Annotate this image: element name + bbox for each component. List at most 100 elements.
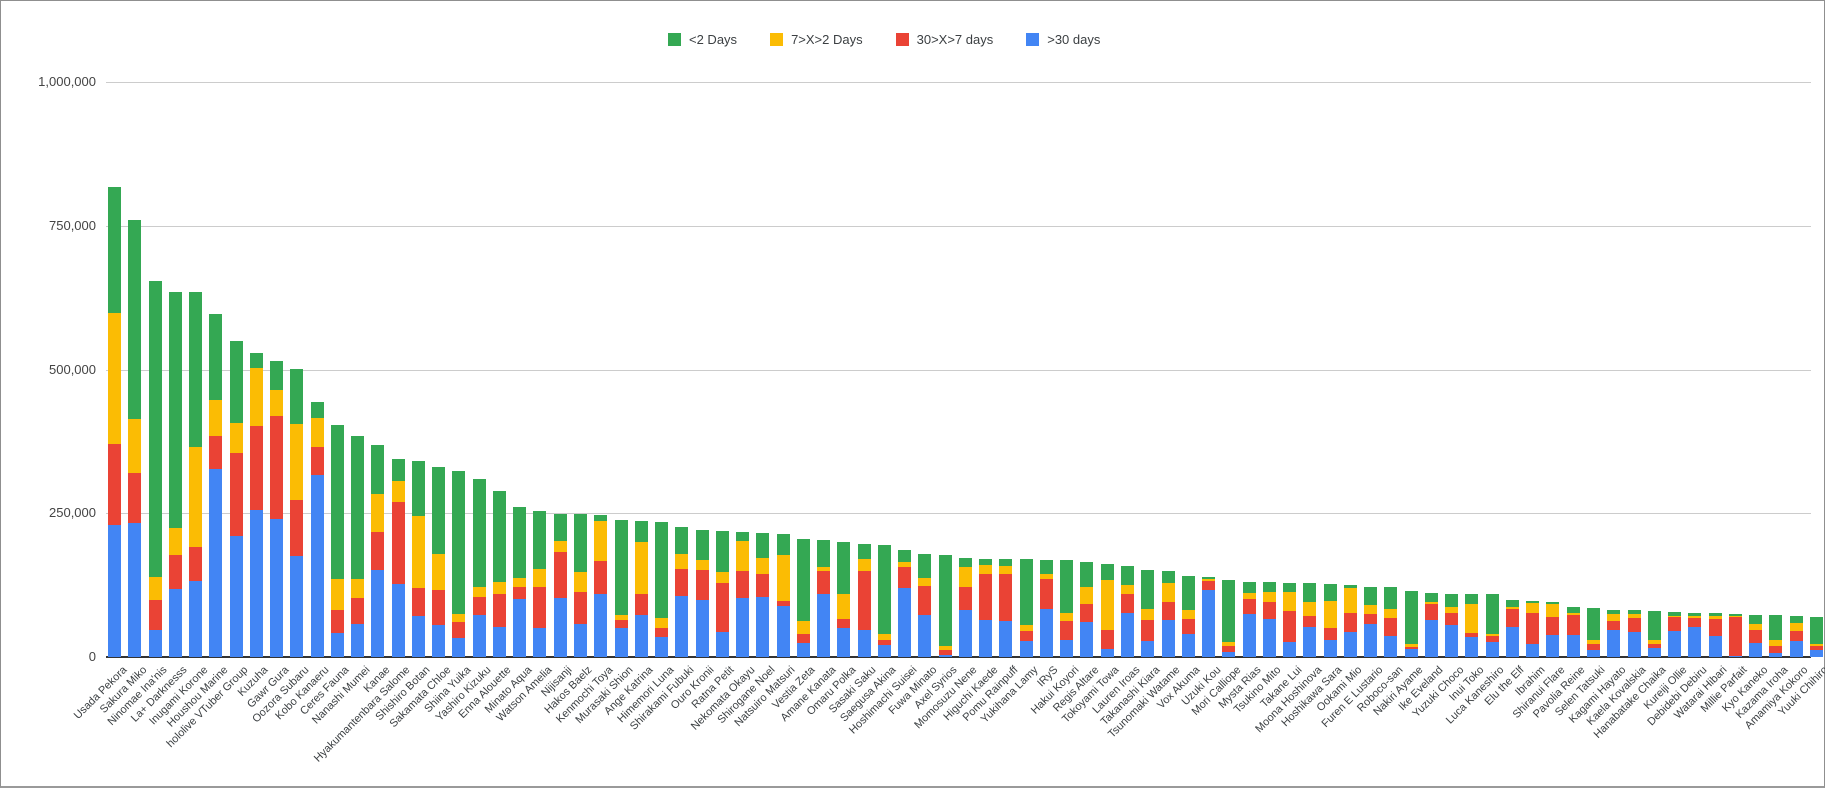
bar-segment[interactable]: [655, 521, 669, 618]
bar-segment[interactable]: [391, 481, 405, 502]
bar-segment[interactable]: [756, 558, 770, 575]
bar-segment[interactable]: [1242, 593, 1256, 599]
bar-segment[interactable]: [857, 559, 871, 571]
bar-segment[interactable]: [918, 554, 932, 579]
bar-segment[interactable]: [108, 524, 121, 657]
bar-segment[interactable]: [1424, 603, 1438, 621]
bar-segment[interactable]: [1121, 566, 1134, 585]
bar-segment[interactable]: [249, 352, 263, 368]
bar-segment[interactable]: [634, 615, 648, 657]
bar-segment[interactable]: [1647, 640, 1661, 644]
bar-segment[interactable]: [1526, 601, 1540, 603]
bar-segment[interactable]: [432, 467, 446, 555]
bar-segment[interactable]: [1121, 593, 1134, 613]
bar-segment[interactable]: [472, 478, 486, 587]
bar-segment[interactable]: [979, 573, 993, 621]
bar-segment[interactable]: [1688, 627, 1702, 657]
bar-segment[interactable]: [371, 532, 385, 571]
bar-segment[interactable]: [1789, 615, 1803, 624]
bar-segment[interactable]: [594, 560, 608, 594]
bar-segment[interactable]: [776, 601, 790, 606]
bar-segment[interactable]: [594, 514, 608, 521]
bar-segment[interactable]: [1566, 635, 1580, 657]
bar-segment[interactable]: [1627, 617, 1641, 632]
bar-segment[interactable]: [1809, 649, 1823, 657]
bar-segment[interactable]: [877, 640, 891, 645]
bar-segment[interactable]: [128, 473, 142, 524]
bar-segment[interactable]: [290, 555, 304, 657]
bar-segment[interactable]: [513, 586, 527, 599]
bar-segment[interactable]: [898, 550, 912, 563]
bar-segment[interactable]: [1100, 629, 1114, 649]
bar-segment[interactable]: [1485, 634, 1499, 636]
bar-segment[interactable]: [411, 616, 425, 657]
bar-segment[interactable]: [1465, 636, 1479, 657]
bar-segment[interactable]: [270, 519, 284, 657]
bar-segment[interactable]: [270, 415, 284, 519]
bar-segment[interactable]: [958, 558, 972, 567]
bar-segment[interactable]: [290, 423, 304, 501]
bar-segment[interactable]: [999, 566, 1013, 574]
bar-segment[interactable]: [1647, 643, 1661, 648]
bar-segment[interactable]: [1364, 614, 1378, 625]
bar-segment[interactable]: [938, 655, 952, 657]
bar-segment[interactable]: [1202, 589, 1216, 657]
bar-segment[interactable]: [1161, 570, 1175, 583]
bar-segment[interactable]: [837, 628, 851, 657]
bar-segment[interactable]: [1202, 577, 1216, 579]
bar-segment[interactable]: [573, 571, 587, 593]
bar-segment[interactable]: [1364, 586, 1378, 606]
bar-segment[interactable]: [1586, 607, 1600, 641]
bar-segment[interactable]: [229, 340, 243, 423]
bar-segment[interactable]: [1445, 594, 1459, 607]
bar-segment[interactable]: [1100, 579, 1114, 630]
bar-segment[interactable]: [715, 531, 729, 573]
bar-segment[interactable]: [351, 435, 365, 580]
bar-segment[interactable]: [1728, 617, 1742, 656]
bar-segment[interactable]: [1627, 614, 1641, 618]
bar-segment[interactable]: [1668, 617, 1682, 632]
bar-segment[interactable]: [999, 620, 1013, 657]
bar-segment[interactable]: [432, 554, 446, 590]
bar-segment[interactable]: [1060, 640, 1074, 657]
bar-segment[interactable]: [1546, 603, 1560, 617]
bar-segment[interactable]: [695, 570, 709, 601]
bar-segment[interactable]: [1080, 621, 1094, 657]
bar-segment[interactable]: [1161, 601, 1175, 621]
bar-segment[interactable]: [148, 600, 162, 630]
bar-segment[interactable]: [1505, 600, 1519, 607]
bar-segment[interactable]: [533, 569, 547, 587]
bar-segment[interactable]: [391, 583, 405, 657]
bar-segment[interactable]: [1546, 616, 1560, 636]
bar-segment[interactable]: [1424, 593, 1438, 602]
bar-segment[interactable]: [189, 447, 203, 548]
bar-segment[interactable]: [877, 634, 891, 641]
bar-segment[interactable]: [1627, 631, 1641, 657]
bar-segment[interactable]: [351, 623, 365, 657]
bar-segment[interactable]: [877, 644, 891, 657]
bar-segment[interactable]: [1181, 575, 1195, 610]
legend-item-4[interactable]: >30 days: [1026, 32, 1100, 47]
bar-segment[interactable]: [1384, 635, 1398, 657]
bar-segment[interactable]: [655, 636, 669, 657]
bar-segment[interactable]: [1607, 614, 1621, 621]
bar-segment[interactable]: [1485, 594, 1499, 634]
bar-segment[interactable]: [1485, 635, 1499, 643]
bar-segment[interactable]: [1607, 610, 1621, 615]
bar-segment[interactable]: [391, 458, 405, 482]
bar-segment[interactable]: [330, 579, 344, 611]
bar-segment[interactable]: [391, 501, 405, 584]
bar-segment[interactable]: [310, 446, 324, 476]
bar-segment[interactable]: [1384, 618, 1398, 636]
bar-segment[interactable]: [411, 460, 425, 517]
bar-segment[interactable]: [1080, 586, 1094, 604]
bar-segment[interactable]: [736, 597, 750, 657]
bar-segment[interactable]: [1060, 612, 1074, 621]
bar-segment[interactable]: [979, 565, 993, 574]
bar-segment[interactable]: [1749, 615, 1763, 624]
legend-item-1[interactable]: <2 Days: [668, 32, 737, 47]
bar-segment[interactable]: [736, 541, 750, 572]
bar-segment[interactable]: [1728, 613, 1742, 616]
bar-segment[interactable]: [918, 615, 932, 657]
bar-segment[interactable]: [1505, 606, 1519, 609]
